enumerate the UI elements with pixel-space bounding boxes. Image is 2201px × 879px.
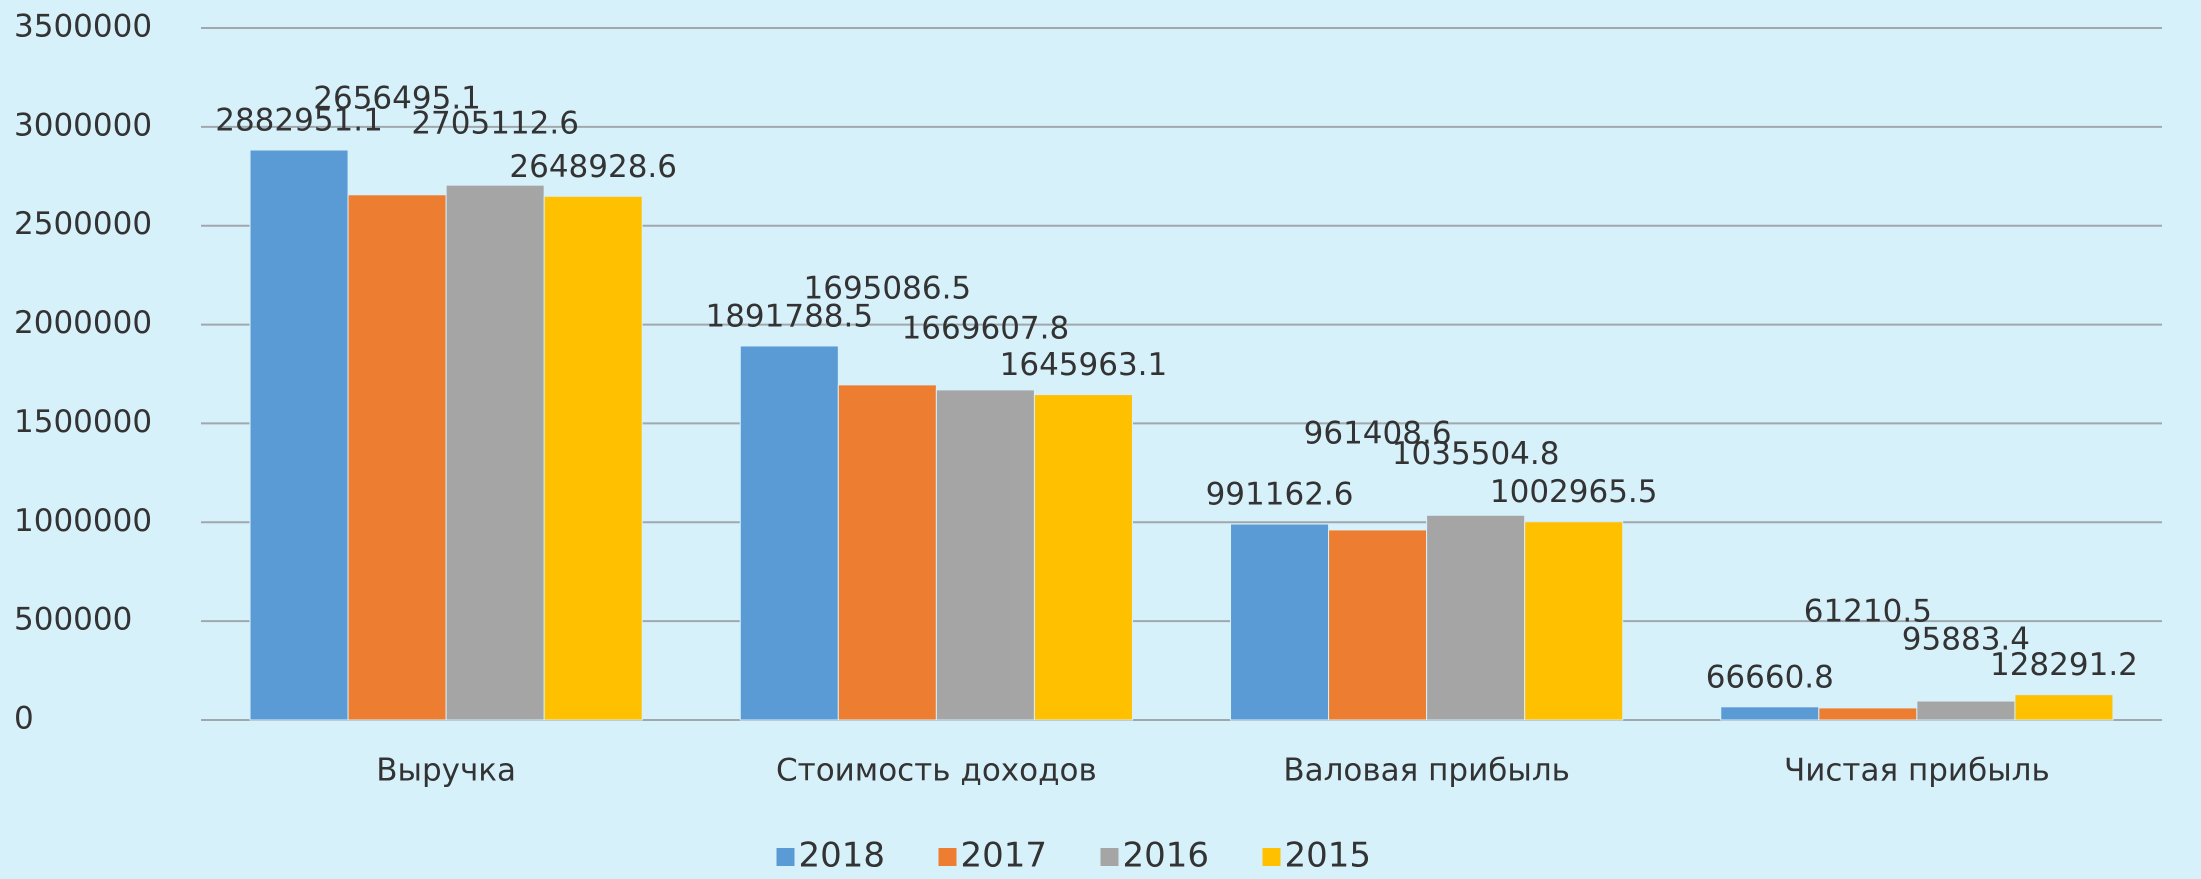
data-label: 1645963.1: [1000, 347, 1168, 383]
data-label: 66660.8: [1706, 659, 1834, 695]
x-tick-label: Выручка: [376, 753, 516, 789]
bar: [1916, 700, 2016, 721]
data-label: 1035504.8: [1392, 436, 1560, 472]
legend-swatch: [776, 848, 795, 866]
data-label: 2656495.1: [313, 80, 481, 116]
bar: [1033, 394, 1133, 721]
data-label: 961408.6: [1304, 415, 1452, 451]
data-label: 61210.5: [1804, 593, 1932, 629]
data-label: 2705112.6: [411, 106, 579, 142]
bar: [1720, 706, 1820, 721]
bar: [1328, 529, 1428, 721]
bar: [1524, 521, 1624, 721]
data-label: 1002965.5: [1490, 474, 1658, 510]
y-tick-label: 3000000: [14, 107, 152, 143]
y-tick-label: 2000000: [14, 305, 152, 341]
y-tick-label: 3500000: [14, 9, 152, 45]
bar: [2014, 694, 2114, 721]
legend-label: 2015: [1285, 836, 1372, 876]
bar: [1230, 523, 1330, 721]
bar: [1426, 514, 1526, 721]
bar: [739, 345, 839, 721]
legend-label: 2018: [799, 836, 886, 876]
data-label: 2648928.6: [509, 149, 677, 185]
bar: [935, 389, 1035, 721]
legend-label: 2017: [961, 836, 1048, 876]
y-tick-label: 2500000: [14, 206, 152, 242]
bar: [249, 149, 349, 721]
data-label: 991162.6: [1206, 477, 1354, 513]
legend-swatch: [1262, 848, 1281, 866]
data-label: 95883.4: [1902, 622, 2030, 658]
data-label: 1891788.5: [705, 298, 873, 334]
data-label: 128291.2: [1990, 647, 2138, 683]
x-tick-label: Валовая прибыль: [1283, 753, 1570, 789]
y-tick-label: 1500000: [14, 404, 152, 440]
x-tick-label: Чистая прибыль: [1784, 753, 2050, 789]
data-label: 2882951.1: [215, 102, 383, 138]
y-tick-label: 0: [14, 701, 34, 737]
data-label: 1669607.8: [902, 310, 1070, 346]
legend-swatch: [938, 848, 957, 866]
bar: [1818, 707, 1918, 721]
y-tick-label: 500000: [14, 602, 132, 638]
data-label: 1695086.5: [804, 270, 972, 306]
x-tick-label: Стоимость доходов: [776, 753, 1097, 789]
bar: [543, 195, 643, 721]
bar: [347, 194, 447, 721]
legend-label: 2016: [1123, 836, 1210, 876]
bar: [445, 184, 545, 721]
y-tick-label: 1000000: [14, 503, 152, 539]
bar: [837, 384, 937, 721]
legend-swatch: [1100, 848, 1119, 866]
